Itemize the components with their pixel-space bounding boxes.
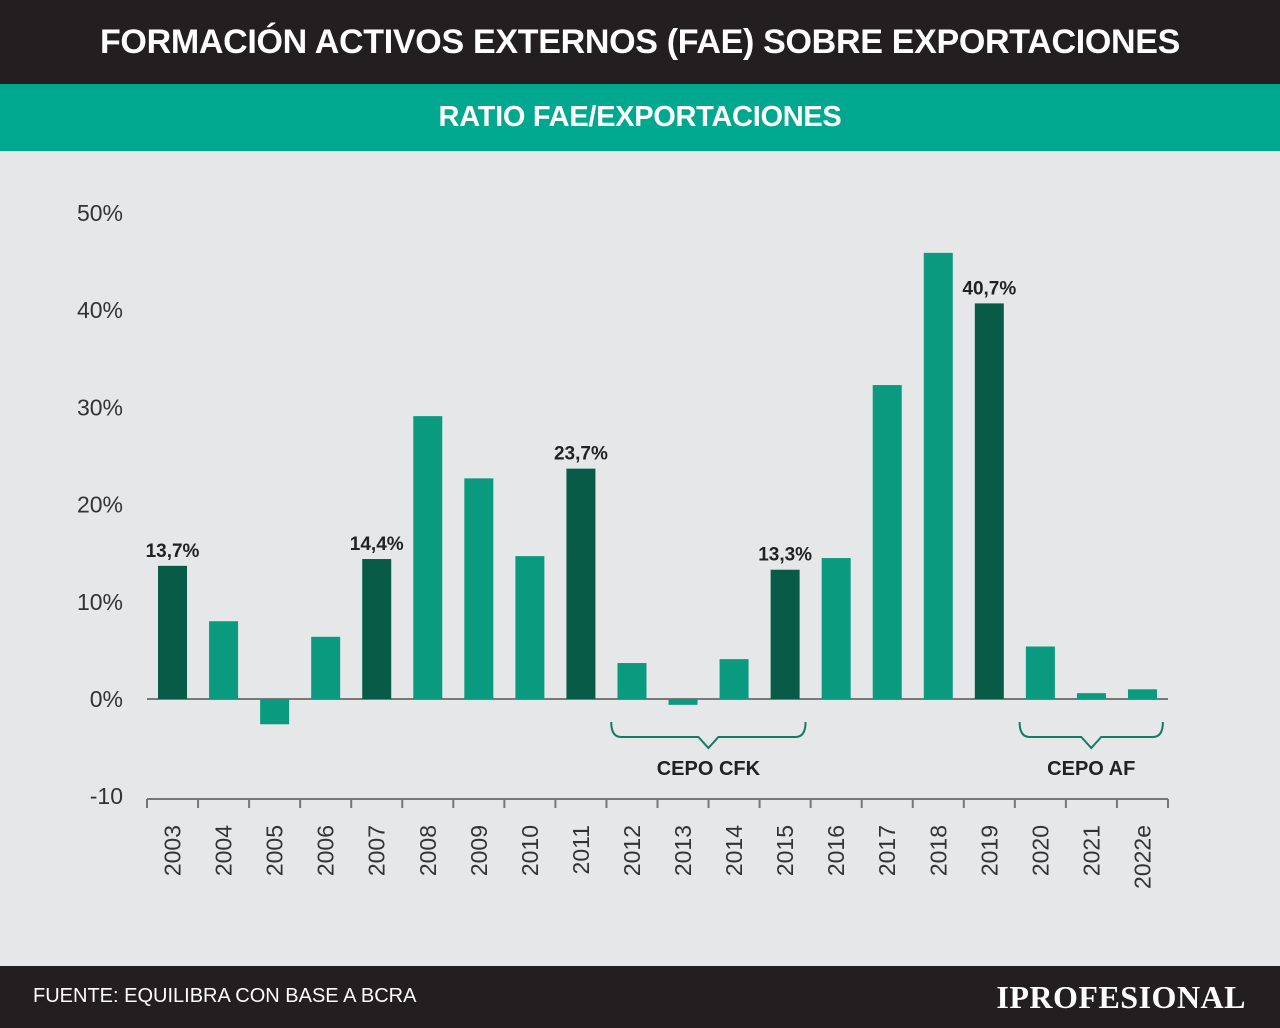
bar-2011 (566, 468, 596, 699)
chart-subtitle: RATIO FAE/EXPORTACIONES (438, 101, 842, 133)
bar-2012 (617, 663, 647, 699)
bar-2010 (515, 556, 545, 699)
bar-2004 (209, 621, 239, 699)
y-tick-label: 40% (77, 297, 123, 323)
bar-2007 (362, 559, 392, 699)
source-note: FUENTE: EQUILIBRA CON BASE A BCRA (33, 985, 417, 1007)
x-tick-label: 2013 (670, 825, 696, 876)
annotation-label: CEPO CFK (657, 758, 761, 780)
x-tick-label: 2010 (517, 825, 543, 876)
x-tick-label: 2017 (874, 825, 900, 876)
bar-2013 (668, 699, 698, 705)
x-tick-label: 2004 (211, 825, 237, 876)
bar-2003 (158, 565, 188, 699)
bar-2014 (719, 659, 749, 699)
x-tick-label: 2018 (925, 825, 951, 876)
y-tick-label: 20% (77, 492, 123, 518)
x-tick-label: 2016 (823, 825, 849, 876)
bar-2016 (821, 558, 851, 699)
x-tick-label: 2022e (1129, 825, 1155, 889)
y-tick-label: 10% (77, 589, 123, 615)
y-tick-label: 50% (77, 200, 123, 226)
chart-title: FORMACIÓN ACTIVOS EXTERNOS (FAE) SOBRE E… (99, 22, 1181, 61)
annotation-bracket (610, 721, 807, 750)
x-tick-label: 2021 (1078, 825, 1104, 876)
y-tick-label: 0% (90, 686, 123, 712)
x-tick-label: 2008 (415, 825, 441, 876)
bar-2009 (464, 478, 494, 699)
bar-2015 (770, 569, 800, 699)
x-tick-label: 2019 (976, 825, 1002, 876)
x-tick-label: 2015 (772, 825, 798, 876)
annotation-bracket (1018, 721, 1164, 750)
x-tick-label: 2014 (721, 825, 747, 876)
bar-chart: -10 0% 10% 20% 30% 40% 50% 2003 13,7% 2004 2005 200… (77, 200, 1169, 889)
bar-2020 (1025, 646, 1055, 699)
chart-area: -10 0% 10% 20% 30% 40% 50% 2003 13,7% 2004 2005 200… (0, 151, 1280, 966)
bar-2018 (923, 252, 953, 699)
x-tick-label: 2020 (1027, 825, 1053, 876)
bar-2008 (413, 416, 443, 699)
x-tick-label: 2006 (313, 825, 339, 876)
brand-logo: IPROFESIONAL (996, 979, 1246, 1015)
data-label: 23,7% (554, 444, 608, 465)
data-label: 14,4% (350, 534, 404, 555)
bar-2022e (1127, 689, 1157, 699)
data-label: 40,7% (962, 278, 1016, 299)
bar-2006 (311, 636, 341, 699)
footer: FUENTE: EQUILIBRA CON BASE A BCRA IPROFE… (0, 966, 1280, 1028)
x-tick-label: 2011 (568, 825, 594, 874)
bar-2019 (974, 303, 1004, 699)
data-label: 13,7% (146, 541, 200, 562)
bar-2005 (260, 699, 290, 725)
x-tick-label: 2012 (619, 825, 645, 876)
annotation-label: CEPO AF (1047, 758, 1135, 780)
chart-header: FORMACIÓN ACTIVOS EXTERNOS (FAE) SOBRE E… (0, 0, 1280, 84)
bar-2017 (872, 385, 902, 699)
y-tick-label: 30% (77, 394, 123, 420)
x-tick-label: 2005 (262, 825, 288, 876)
x-tick-label: 2009 (466, 825, 492, 876)
chart-subheader: RATIO FAE/EXPORTACIONES (0, 84, 1280, 151)
y-tick-label: -10 (90, 783, 123, 809)
bar-2021 (1076, 693, 1106, 699)
x-tick-label: 2007 (364, 825, 390, 876)
data-label: 13,3% (758, 545, 812, 566)
x-tick-label: 2003 (160, 825, 186, 876)
